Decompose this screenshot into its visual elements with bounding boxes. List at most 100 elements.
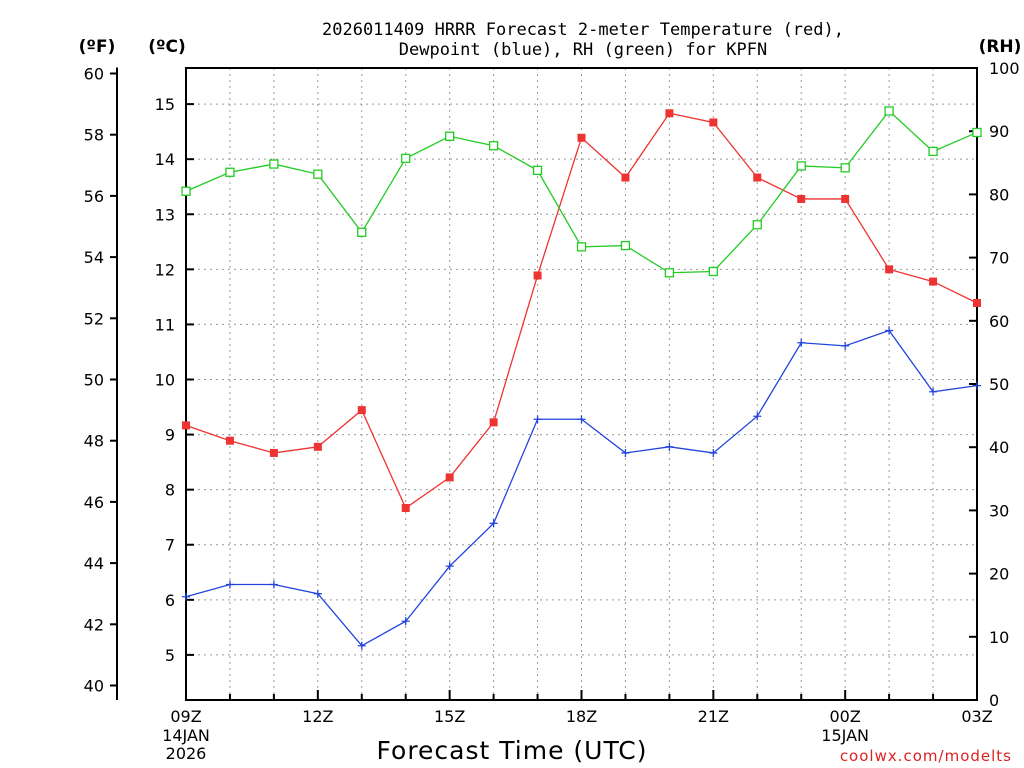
rh-tick-label: 20: [989, 565, 1009, 584]
rh-point: [620, 240, 631, 251]
x-tick-label: 18Z: [566, 707, 597, 726]
rh-tick-label: 0: [989, 691, 999, 710]
fahrenheit-tick-label: 50: [84, 371, 104, 390]
temperature-point: [182, 421, 190, 430]
temperature-point: [665, 109, 674, 118]
fahrenheit-tick-label: 52: [84, 309, 104, 328]
rh-point: [928, 146, 938, 157]
plot-frame: [185, 67, 978, 701]
fahrenheit-tick-label: 46: [84, 493, 104, 512]
temperature-point: [973, 299, 981, 307]
x-tick-sublabel: 2026: [166, 744, 207, 763]
x-tick-sublabel: 15JAN: [821, 726, 869, 745]
celsius-tick-label: 10: [155, 371, 175, 390]
x-tick-label: 09Z: [170, 707, 201, 726]
x-tick-sublabel: 14JAN: [162, 726, 210, 745]
dewpoint-point: [182, 592, 190, 601]
rh-tick-label: 30: [989, 501, 1009, 520]
temperature-point: [885, 265, 894, 274]
dewpoint-point: [929, 387, 938, 396]
rh-point: [752, 220, 762, 230]
temperature-point: [401, 504, 410, 513]
data-series: [181, 106, 982, 650]
dewpoint-point: [753, 412, 762, 421]
fahrenheit-tick-label: 56: [84, 187, 104, 206]
rh-tick-label: 50: [989, 375, 1009, 394]
celsius-tick-label: 12: [155, 260, 175, 279]
temperature-point: [577, 133, 586, 142]
dewpoint-point: [621, 448, 630, 457]
dewpoint-point: [665, 442, 674, 451]
temperature-point: [269, 448, 278, 457]
celsius-tick-label: 8: [165, 481, 175, 500]
chart-title-line-2: Dewpoint (blue), RH (green) for KPFN: [399, 40, 767, 60]
fahrenheit-tick-label: 58: [84, 126, 104, 145]
fahrenheit-tick-label: 48: [84, 432, 104, 451]
celsius-tick-label: 5: [165, 646, 175, 665]
celsius-tick-label: 7: [165, 536, 175, 555]
fahrenheit-tick-label: 44: [84, 554, 104, 573]
rh-point: [532, 165, 543, 176]
dewpoint-point: [313, 589, 322, 598]
rh-tick-label: 90: [989, 122, 1009, 141]
celsius-tick-label: 9: [165, 426, 175, 445]
dewpoint-point: [577, 415, 586, 424]
rh-tick-label: 60: [989, 312, 1009, 331]
rh-point: [488, 141, 499, 151]
rh-tick-label: 80: [989, 185, 1009, 204]
dewpoint-point: [445, 562, 454, 571]
celsius-tick-label: 6: [165, 591, 175, 610]
temperature-point: [313, 442, 322, 451]
rh-point: [576, 242, 587, 252]
celsius-tick-label: 11: [155, 315, 175, 334]
fahrenheit-tick-label: 60: [84, 65, 104, 84]
dewpoint-point: [225, 580, 234, 589]
dewpoint-point: [709, 448, 718, 457]
dewpoint-point: [269, 580, 278, 589]
x-tick-label: 03Z: [961, 707, 992, 726]
temperature-point: [709, 118, 718, 127]
axes: [110, 67, 978, 701]
rh-point: [313, 169, 323, 179]
chart-title: 2026011409 HRRR Forecast 2-meter Tempera…: [322, 20, 844, 60]
rh-point: [225, 167, 235, 177]
grid-lines: [186, 68, 977, 700]
dewpoint-point: [841, 341, 850, 350]
celsius-axis-label: (ºC): [148, 37, 186, 57]
rh-point: [401, 153, 411, 164]
rh-point: [664, 268, 675, 278]
tick-labels: 4042444648505254565860567891011121314150…: [84, 59, 1020, 763]
temperature-point: [929, 277, 938, 286]
celsius-tick-label: 13: [155, 205, 175, 224]
temperature-point: [533, 271, 542, 280]
x-tick-label: 21Z: [698, 707, 729, 726]
rh-point: [708, 266, 718, 277]
fahrenheit-tick-label: 40: [84, 677, 104, 696]
temperature-point: [225, 436, 234, 445]
celsius-tick-label: 14: [155, 150, 175, 169]
dewpoint-point: [357, 641, 366, 650]
temperature-point: [445, 473, 454, 482]
fahrenheit-axis-label: (ºF): [79, 37, 116, 57]
source-credit: coolwx.com/modelts: [840, 747, 1012, 765]
dewpoint-point: [797, 338, 806, 347]
rh-tick-label: 10: [989, 628, 1009, 647]
dewpoint-point: [489, 519, 498, 528]
rh-tick-label: 40: [989, 438, 1009, 457]
x-tick-label: 12Z: [302, 707, 333, 726]
rh-point: [796, 161, 806, 171]
fahrenheit-tick-label: 42: [84, 615, 104, 634]
x-axis-title: Forecast Time (UTC): [377, 736, 648, 765]
rh-point: [181, 186, 191, 196]
temperature-point: [797, 194, 806, 203]
rh-axis-label: (RH): [979, 37, 1022, 57]
temperature-point: [357, 406, 366, 415]
fahrenheit-tick-label: 54: [84, 248, 104, 267]
rh-tick-label: 100: [989, 59, 1020, 78]
dewpoint-point: [533, 415, 542, 424]
x-tick-label: 15Z: [434, 707, 465, 726]
rh-point: [357, 227, 367, 237]
rh-point: [884, 106, 894, 116]
temperature-line: [185, 112, 978, 510]
